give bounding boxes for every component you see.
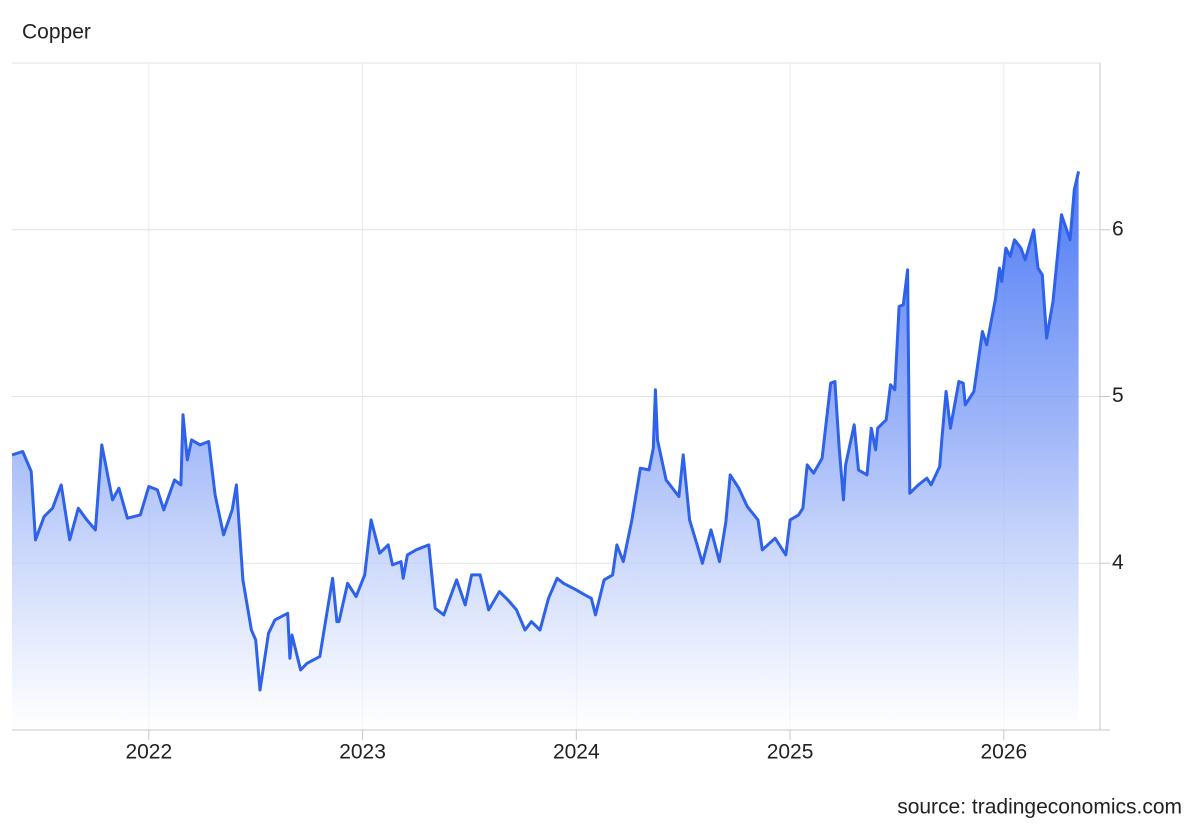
y-tick-label: 5 — [1112, 384, 1124, 407]
x-tick-label: 2024 — [553, 741, 600, 764]
area-fill — [12, 171, 1079, 730]
chart-title: Copper — [22, 21, 91, 44]
price-line — [11, 171, 1081, 692]
y-tick-label: 4 — [1112, 551, 1124, 574]
x-tick-label: 2026 — [980, 741, 1027, 764]
x-tick-label: 2025 — [767, 741, 814, 764]
y-tick-label: 6 — [1112, 217, 1124, 240]
source-note: source: tradingeconomics.com — [897, 796, 1182, 819]
x-tick-label: 2023 — [339, 741, 386, 764]
x-tick-label: 2022 — [125, 741, 172, 764]
